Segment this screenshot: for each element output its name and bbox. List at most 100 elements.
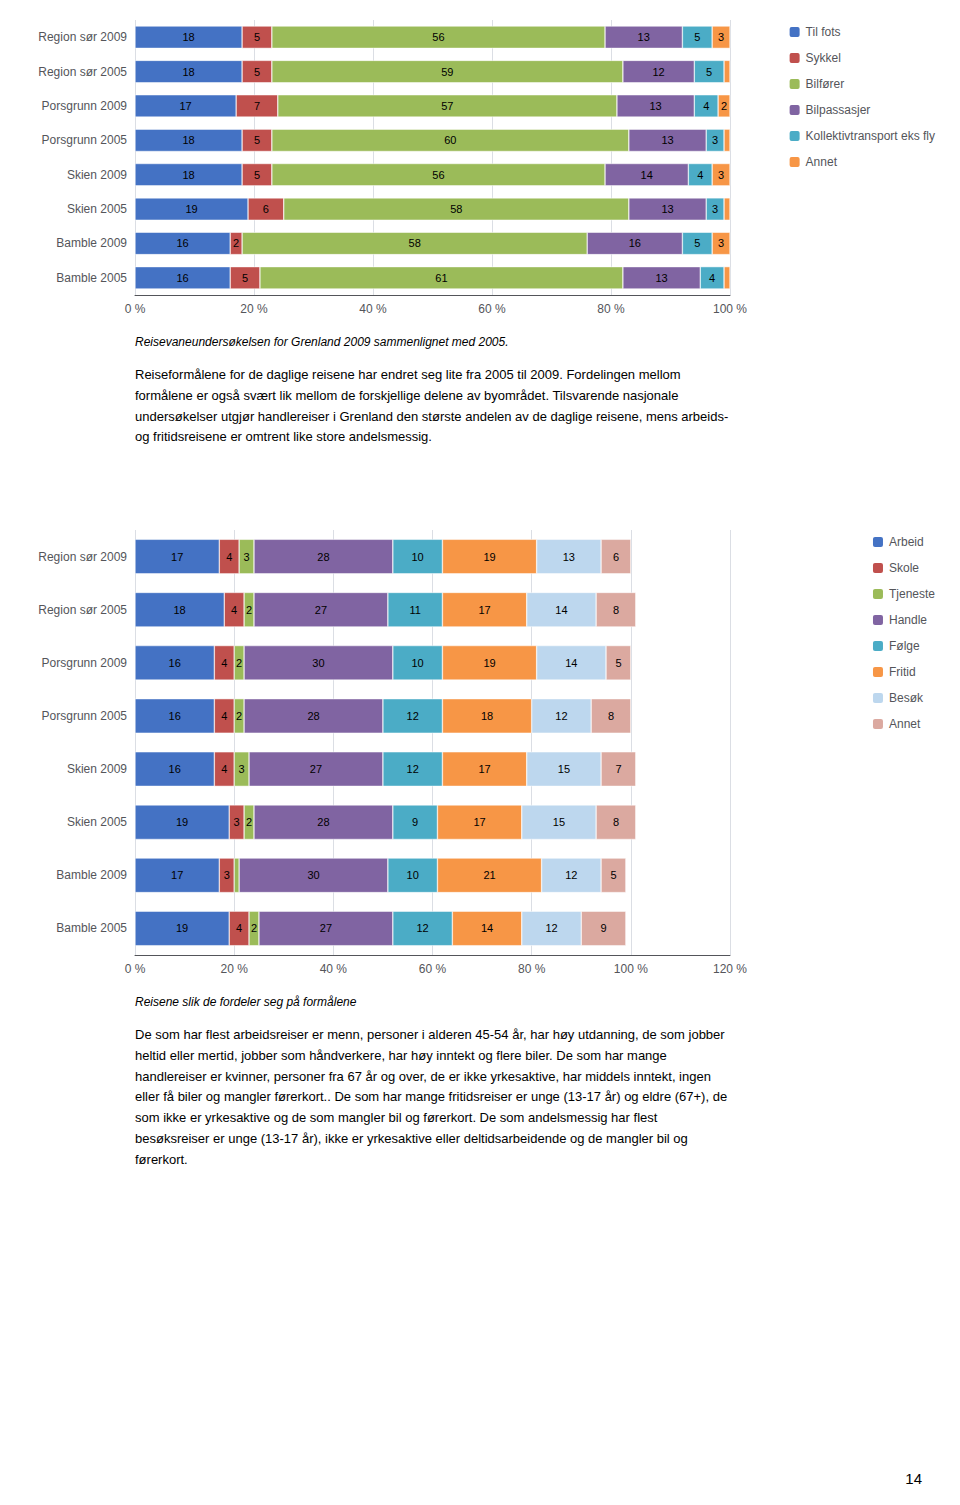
svg-text:28: 28: [317, 551, 329, 563]
svg-text:17: 17: [171, 869, 183, 881]
svg-text:12: 12: [545, 922, 557, 934]
svg-text:20 %: 20 %: [240, 302, 268, 316]
svg-text:19: 19: [185, 203, 197, 215]
svg-text:13: 13: [661, 203, 673, 215]
svg-text:30: 30: [312, 657, 324, 669]
svg-text:17: 17: [179, 100, 191, 112]
svg-text:Skien 2009: Skien 2009: [67, 168, 127, 182]
svg-text:Porsgrunn 2009: Porsgrunn 2009: [42, 99, 128, 113]
svg-text:12: 12: [555, 710, 567, 722]
svg-text:14: 14: [481, 922, 493, 934]
svg-text:120 %: 120 %: [713, 962, 747, 976]
svg-text:Bilpassasjer: Bilpassasjer: [806, 103, 871, 117]
svg-text:56: 56: [432, 31, 444, 43]
svg-text:Bilfører: Bilfører: [806, 77, 845, 91]
svg-text:60: 60: [444, 134, 456, 146]
svg-text:13: 13: [563, 551, 575, 563]
svg-text:4: 4: [226, 551, 232, 563]
svg-text:5: 5: [610, 869, 616, 881]
svg-text:10: 10: [407, 869, 419, 881]
svg-text:Annet: Annet: [889, 717, 921, 731]
svg-text:5: 5: [254, 31, 260, 43]
svg-text:16: 16: [629, 237, 641, 249]
svg-text:12: 12: [407, 710, 419, 722]
svg-text:2: 2: [246, 816, 252, 828]
svg-text:14: 14: [555, 604, 567, 616]
svg-text:Skien 2005: Skien 2005: [67, 202, 127, 216]
svg-text:10: 10: [412, 551, 424, 563]
svg-text:12: 12: [407, 763, 419, 775]
svg-text:18: 18: [182, 134, 194, 146]
svg-text:4: 4: [236, 922, 242, 934]
svg-text:5: 5: [694, 31, 700, 43]
svg-text:2: 2: [721, 100, 727, 112]
svg-text:2: 2: [251, 922, 257, 934]
svg-text:19: 19: [483, 657, 495, 669]
svg-text:18: 18: [182, 169, 194, 181]
svg-text:17: 17: [171, 551, 183, 563]
svg-text:3: 3: [234, 816, 240, 828]
svg-text:0 %: 0 %: [125, 962, 146, 976]
svg-text:5: 5: [706, 66, 712, 78]
svg-text:3: 3: [712, 203, 718, 215]
svg-text:61: 61: [435, 272, 447, 284]
svg-text:60 %: 60 %: [419, 962, 447, 976]
svg-text:5: 5: [615, 657, 621, 669]
svg-text:16: 16: [176, 237, 188, 249]
svg-text:3: 3: [244, 551, 250, 563]
svg-text:Porsgrunn 2009: Porsgrunn 2009: [42, 656, 128, 670]
svg-text:13: 13: [638, 31, 650, 43]
svg-text:28: 28: [307, 710, 319, 722]
svg-text:19: 19: [176, 816, 188, 828]
svg-text:56: 56: [432, 169, 444, 181]
svg-text:Skole: Skole: [889, 561, 919, 575]
svg-text:28: 28: [317, 816, 329, 828]
svg-text:Handle: Handle: [889, 613, 927, 627]
svg-text:5: 5: [242, 272, 248, 284]
svg-text:Følge: Følge: [889, 639, 920, 653]
svg-text:100 %: 100 %: [713, 302, 747, 316]
svg-text:12: 12: [565, 869, 577, 881]
svg-text:5: 5: [254, 66, 260, 78]
svg-text:27: 27: [310, 763, 322, 775]
svg-text:17: 17: [478, 763, 490, 775]
svg-text:80 %: 80 %: [518, 962, 546, 976]
svg-text:80 %: 80 %: [597, 302, 625, 316]
svg-text:2: 2: [233, 237, 239, 249]
svg-text:Skien 2009: Skien 2009: [67, 762, 127, 776]
svg-text:16: 16: [169, 763, 181, 775]
svg-text:14: 14: [641, 169, 653, 181]
svg-text:14: 14: [565, 657, 577, 669]
svg-text:7: 7: [615, 763, 621, 775]
svg-text:16: 16: [169, 710, 181, 722]
svg-text:4: 4: [221, 657, 227, 669]
svg-text:3: 3: [718, 169, 724, 181]
svg-text:10: 10: [412, 657, 424, 669]
svg-text:16: 16: [176, 272, 188, 284]
svg-text:Region sør 2005: Region sør 2005: [38, 65, 127, 79]
svg-text:Kollektivtransport eks fly: Kollektivtransport eks fly: [806, 129, 935, 143]
svg-text:Til fots: Til fots: [806, 25, 841, 39]
svg-text:Besøk: Besøk: [889, 691, 924, 705]
svg-text:15: 15: [553, 816, 565, 828]
svg-text:Tjeneste: Tjeneste: [889, 587, 935, 601]
svg-text:4: 4: [703, 100, 709, 112]
svg-text:59: 59: [441, 66, 453, 78]
svg-text:100 %: 100 %: [614, 962, 648, 976]
svg-text:13: 13: [661, 134, 673, 146]
svg-text:Bamble 2005: Bamble 2005: [56, 271, 127, 285]
svg-text:16: 16: [169, 657, 181, 669]
svg-text:Fritid: Fritid: [889, 665, 916, 679]
svg-text:18: 18: [174, 604, 186, 616]
svg-text:18: 18: [182, 31, 194, 43]
svg-text:3: 3: [712, 134, 718, 146]
svg-text:9: 9: [412, 816, 418, 828]
svg-text:3: 3: [718, 31, 724, 43]
svg-text:30: 30: [307, 869, 319, 881]
svg-text:Sykkel: Sykkel: [806, 51, 841, 65]
svg-text:Bamble 2005: Bamble 2005: [56, 921, 127, 935]
svg-text:Skien 2005: Skien 2005: [67, 815, 127, 829]
svg-text:8: 8: [613, 816, 619, 828]
svg-text:Arbeid: Arbeid: [889, 535, 924, 549]
svg-text:Region sør 2005: Region sør 2005: [38, 603, 127, 617]
